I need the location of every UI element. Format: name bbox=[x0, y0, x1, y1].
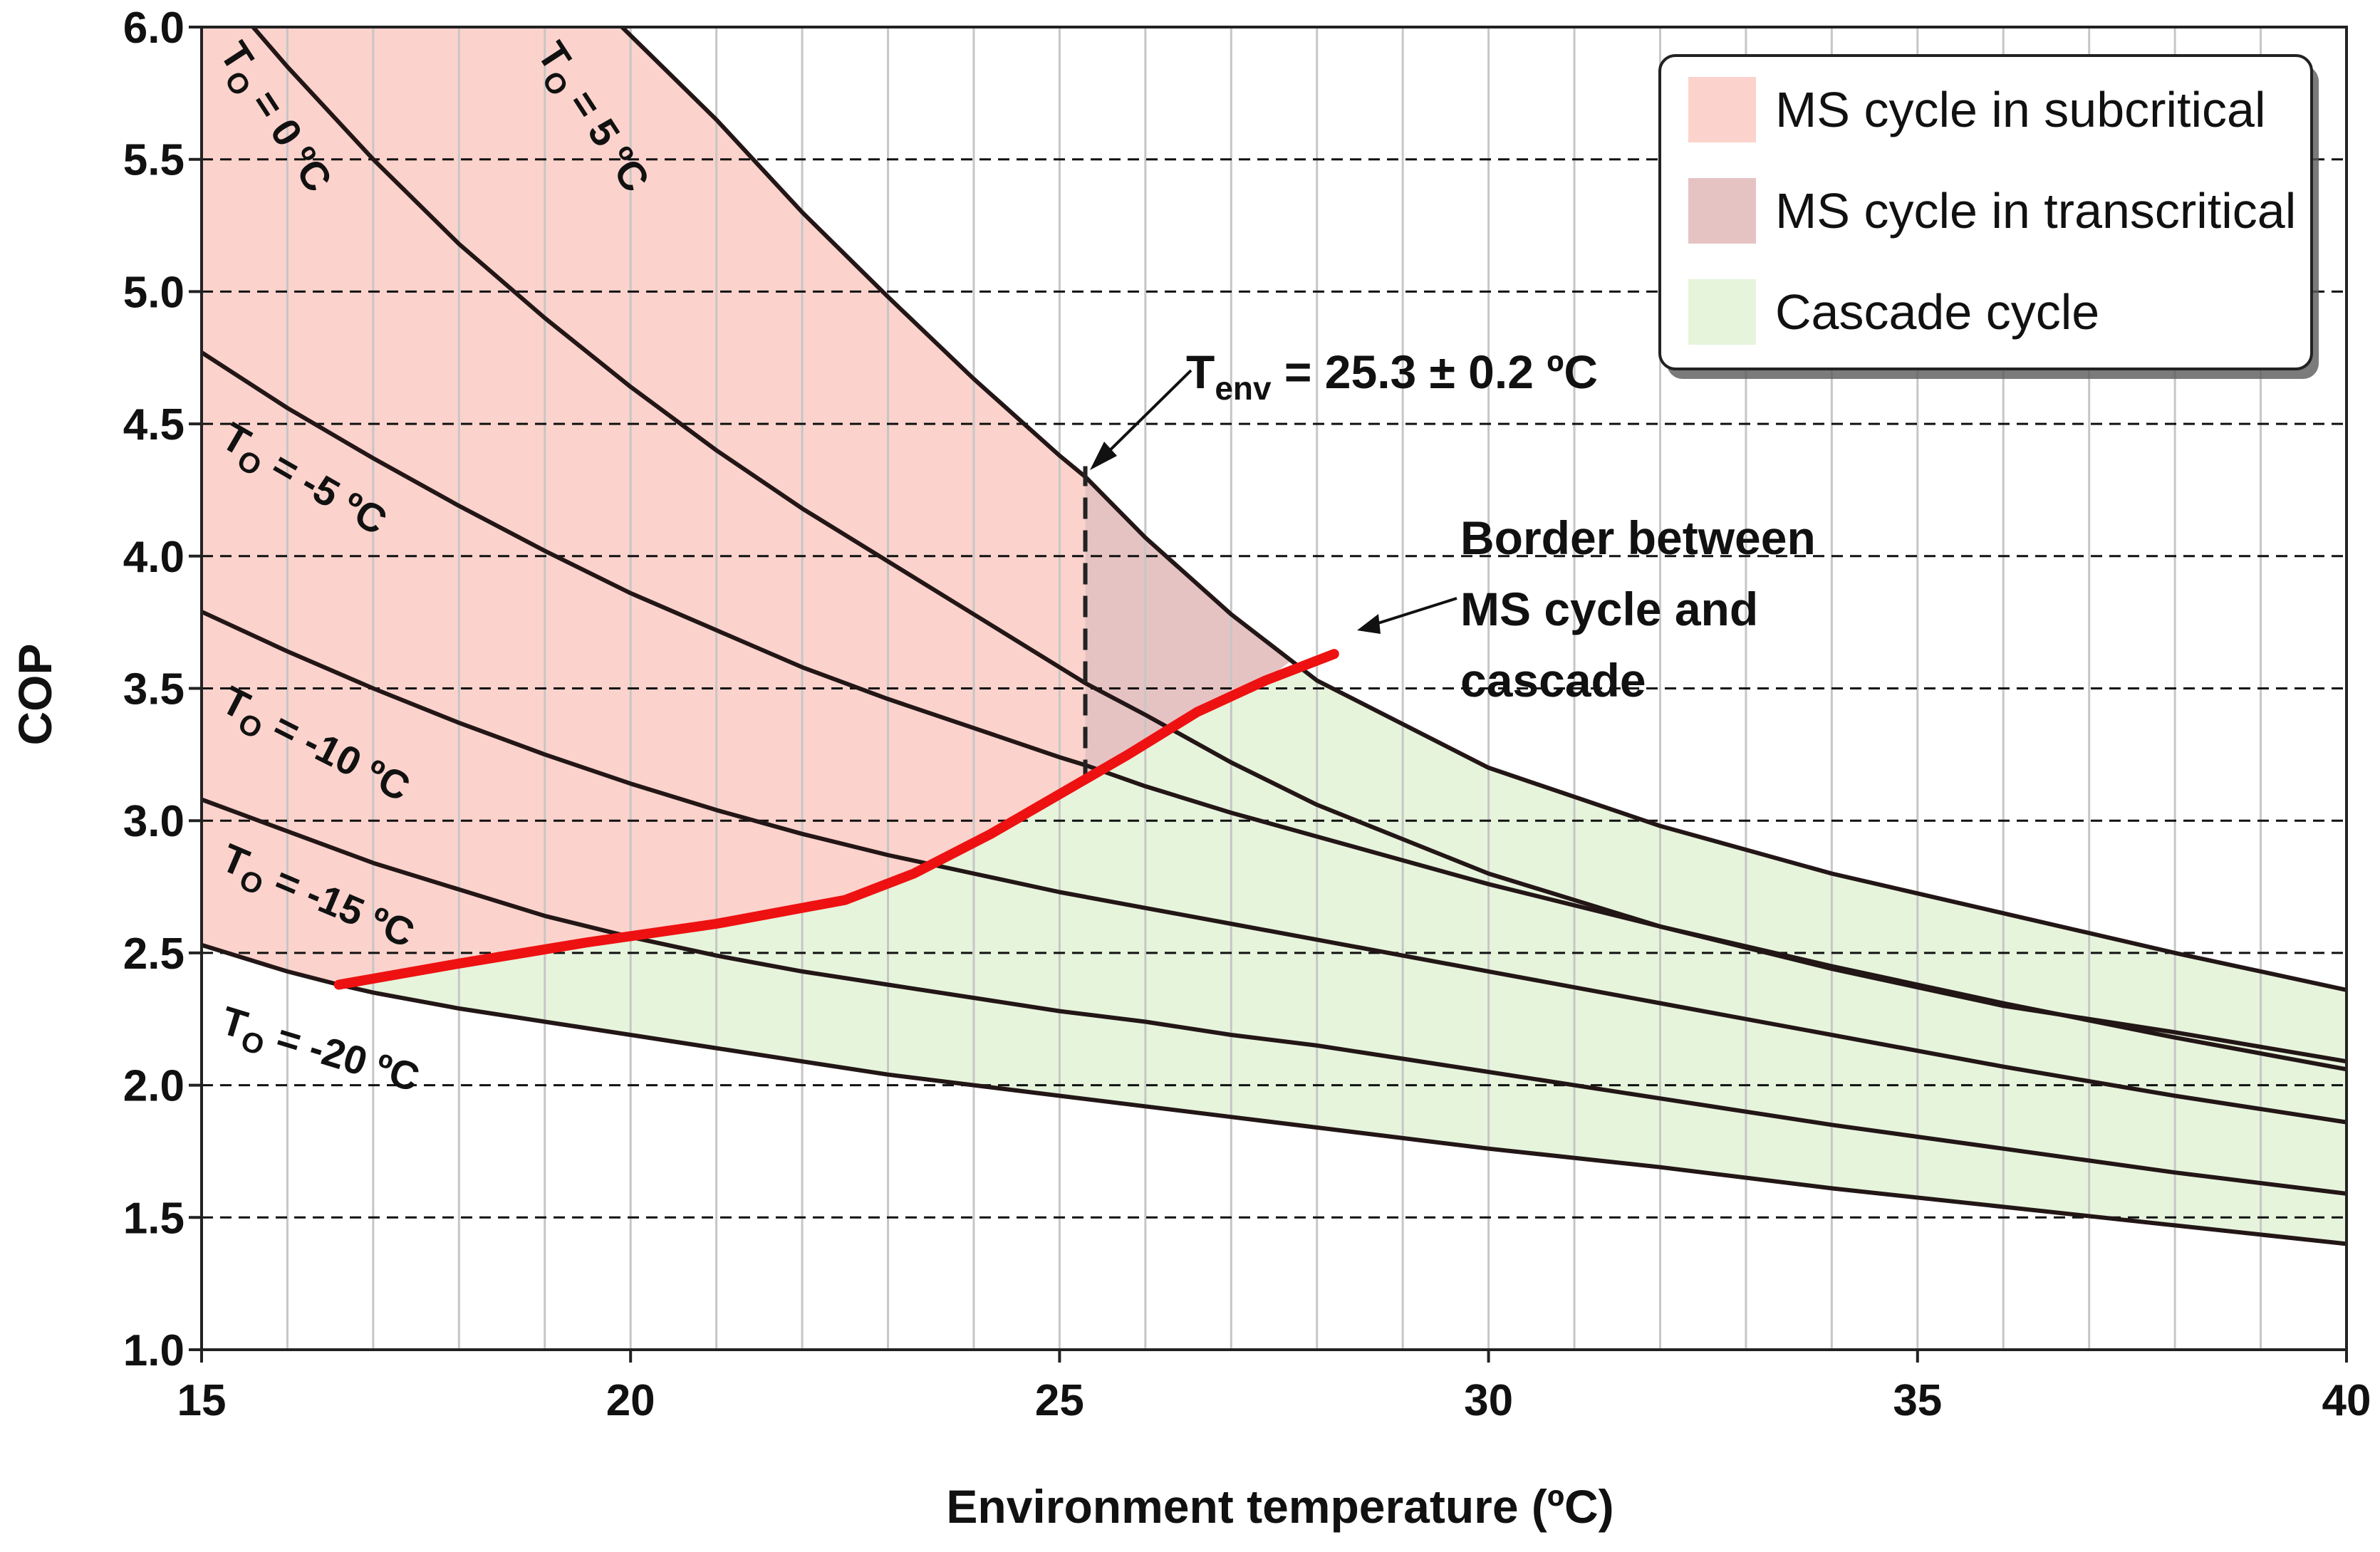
curve-label: TO = -20 ºC bbox=[214, 998, 425, 1108]
legend-label: MS cycle in transcritical bbox=[1775, 183, 2296, 239]
x-tick-label: 35 bbox=[1893, 1376, 1942, 1425]
legend-swatch bbox=[1688, 178, 1756, 244]
y-tick-label: 4.5 bbox=[123, 400, 185, 449]
cop-curve bbox=[200, 610, 2347, 1125]
y-tick-label: 6.0 bbox=[123, 4, 185, 53]
legend-label: Cascade cycle bbox=[1775, 284, 2099, 340]
y-tick-label: 3.0 bbox=[123, 797, 185, 846]
border-arrow-head bbox=[1357, 614, 1381, 634]
cascade-region bbox=[338, 668, 2347, 1244]
y-tick-label: 4.0 bbox=[123, 533, 185, 582]
border-annotation-line: Border between bbox=[1460, 511, 1816, 564]
border-annotation-line: MS cycle and bbox=[1460, 583, 1758, 635]
t-env-annotation: Tenv = 25.3 ± 0.2 ºC bbox=[1186, 345, 1598, 407]
y-tick-label: 2.0 bbox=[123, 1062, 185, 1111]
legend-swatch bbox=[1688, 77, 1756, 142]
x-tick-label: 25 bbox=[1035, 1376, 1084, 1425]
legend-swatch bbox=[1688, 279, 1756, 345]
cop-curve bbox=[620, 25, 2347, 992]
y-tick-label: 1.0 bbox=[123, 1326, 185, 1375]
border-arrow-line bbox=[1371, 597, 1457, 627]
border-curve bbox=[333, 649, 1339, 990]
x-tick-label: 15 bbox=[177, 1376, 227, 1425]
legend-box bbox=[1658, 54, 2313, 370]
border-annotation-line: cascade bbox=[1460, 654, 1646, 707]
t-env-arrow-line bbox=[1099, 369, 1192, 461]
y-tick-label: 1.5 bbox=[123, 1194, 185, 1243]
subcritical-region bbox=[202, 27, 1086, 985]
x-tick-label: 20 bbox=[606, 1376, 655, 1425]
x-tick-label: 40 bbox=[2322, 1376, 2371, 1425]
x-axis-title: Environment temperature (ºC) bbox=[946, 1480, 1613, 1533]
cop-curve bbox=[200, 350, 2347, 1072]
transcritical-region bbox=[1085, 476, 1292, 780]
y-tick-label: 5.5 bbox=[123, 136, 185, 185]
y-tick-label: 3.5 bbox=[123, 665, 185, 714]
cop-curve bbox=[201, 942, 2347, 1246]
y-axis-title: COP bbox=[9, 643, 61, 745]
cop-curve bbox=[200, 797, 2347, 1196]
x-tick-label: 30 bbox=[1464, 1376, 1513, 1425]
legend-label: MS cycle in subcritical bbox=[1775, 82, 2266, 137]
y-tick-label: 5.0 bbox=[123, 268, 185, 317]
t-env-arrow-head bbox=[1090, 442, 1117, 470]
y-tick-label: 2.5 bbox=[123, 929, 185, 979]
